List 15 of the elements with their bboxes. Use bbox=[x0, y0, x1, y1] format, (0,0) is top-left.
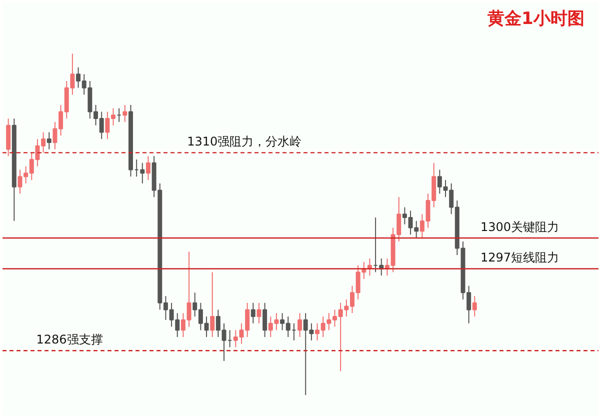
candlestick bbox=[210, 272, 215, 338]
candlestick bbox=[250, 302, 256, 324]
candlestick bbox=[146, 156, 150, 180]
candlestick bbox=[472, 296, 477, 318]
candlestick bbox=[46, 132, 52, 150]
candlestick bbox=[298, 312, 302, 338]
candlestick bbox=[122, 104, 128, 122]
ref-line-label: 1297短线阻力 bbox=[480, 250, 560, 265]
candlestick bbox=[6, 118, 11, 157]
ref-line-label: 1286强支撑 bbox=[36, 332, 103, 347]
candlestick bbox=[262, 302, 268, 338]
candlestick bbox=[256, 302, 262, 324]
ref-line-label: 1300关键阻力 bbox=[480, 220, 560, 234]
ref-line-label: 1310强阻力，分水岭 bbox=[187, 134, 302, 149]
text: 黄金1小时图 bbox=[486, 9, 584, 30]
